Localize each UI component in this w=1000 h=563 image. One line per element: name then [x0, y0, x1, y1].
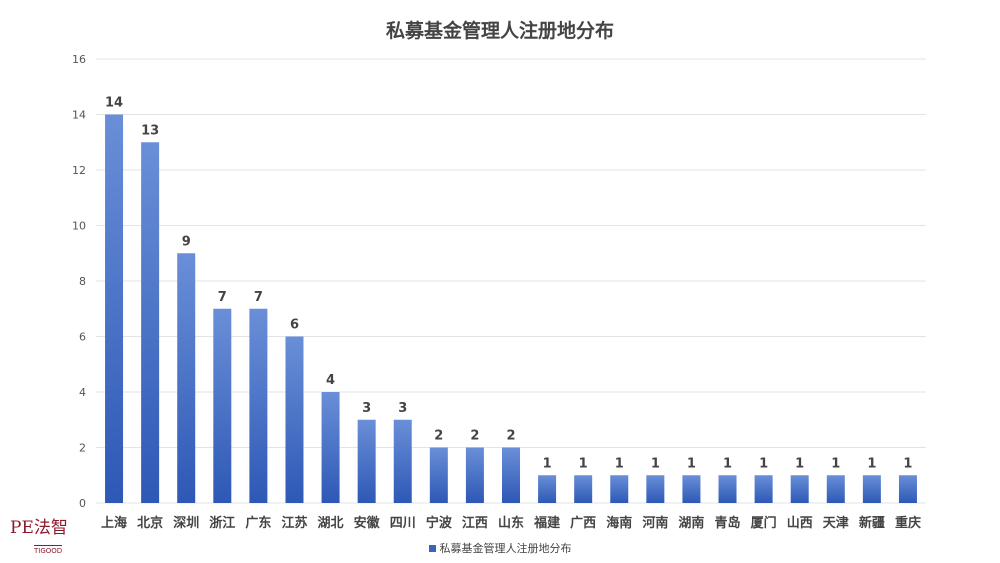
legend-swatch	[428, 545, 436, 552]
data-label: 13	[141, 123, 159, 138]
data-label: 3	[362, 401, 371, 416]
data-label: 1	[687, 456, 696, 471]
bar	[429, 447, 448, 503]
bar	[141, 142, 160, 503]
data-label: 1	[867, 456, 876, 471]
bar	[682, 475, 701, 503]
x-tick-label: 厦门	[751, 515, 777, 531]
legend: 私募基金管理人注册地分布	[0, 540, 1000, 556]
y-tick-label: 12	[72, 164, 86, 177]
bar	[321, 392, 340, 503]
bar	[574, 475, 593, 503]
bar	[213, 308, 232, 503]
x-tick-label: 新疆	[859, 515, 885, 531]
y-tick-label: 2	[79, 442, 86, 455]
bar	[465, 447, 484, 503]
x-tick-label: 广西	[570, 515, 596, 531]
data-label: 9	[182, 234, 191, 249]
data-label: 1	[543, 456, 552, 471]
bar	[718, 475, 737, 503]
x-tick-label: 天津	[823, 515, 849, 531]
bar	[502, 447, 520, 503]
legend-label: 私募基金管理人注册地分布	[439, 542, 572, 555]
data-label: 3	[398, 401, 407, 416]
x-tick-label: 湖北	[318, 516, 344, 531]
x-tick-label: 江西	[462, 515, 488, 531]
bar	[105, 114, 124, 503]
x-tick-label: 江苏	[281, 515, 307, 531]
data-label: 2	[506, 429, 515, 444]
y-tick-label: 0	[79, 497, 86, 510]
data-label: 14	[105, 96, 123, 111]
data-label: 7	[254, 290, 263, 305]
bar	[646, 475, 665, 503]
x-tick-label: 福建	[533, 515, 560, 531]
x-tick-label: 广东	[245, 515, 271, 531]
x-tick-label: 浙江	[209, 515, 235, 531]
logo-subtext: TIGOOD	[34, 545, 63, 555]
x-tick-label: 山西	[787, 515, 813, 531]
logo-text: PE法智	[10, 518, 68, 538]
data-label: 2	[470, 429, 479, 444]
data-label: 1	[903, 456, 912, 471]
x-tick-label: 湖南	[678, 515, 704, 531]
x-tick-label: 青岛	[715, 515, 741, 531]
data-label: 1	[579, 456, 588, 471]
x-tick-label: 山东	[498, 515, 524, 531]
data-label: 1	[615, 456, 624, 471]
bar	[898, 475, 917, 503]
x-tick-label: 重庆	[895, 515, 921, 531]
y-tick-label: 16	[72, 53, 86, 66]
data-label: 1	[795, 456, 804, 471]
y-tick-label: 10	[72, 220, 86, 233]
data-label: 2	[434, 429, 443, 444]
bar	[862, 475, 881, 503]
y-tick-label: 6	[79, 331, 86, 344]
data-label: 6	[290, 318, 299, 333]
bar	[177, 253, 196, 503]
y-tick-label: 14	[72, 109, 86, 122]
bar	[790, 475, 809, 503]
bar	[357, 419, 376, 503]
x-tick-label: 四川	[390, 516, 416, 531]
bar	[754, 475, 773, 503]
x-tick-label: 安徽	[354, 515, 381, 531]
x-tick-label: 河南	[642, 515, 668, 531]
y-tick-label: 4	[79, 386, 86, 399]
data-label: 1	[651, 456, 660, 471]
x-tick-label: 北京	[137, 515, 163, 531]
bar	[538, 475, 557, 503]
data-label: 4	[326, 373, 335, 388]
logo: PE法智 TIGOOD	[10, 513, 80, 557]
bar	[285, 336, 304, 503]
x-tick-label: 海南	[606, 515, 632, 531]
data-label: 1	[759, 456, 768, 471]
data-label: 7	[218, 290, 227, 305]
x-tick-label: 上海	[101, 515, 127, 531]
data-label: 1	[723, 456, 732, 471]
y-tick-label: 8	[79, 275, 86, 288]
bar	[610, 475, 629, 503]
bar	[249, 308, 268, 503]
chart-title: 私募基金管理人注册地分布	[385, 20, 614, 42]
x-tick-label: 宁波	[426, 515, 453, 531]
x-tick-label: 深圳	[173, 515, 199, 531]
data-label: 1	[831, 456, 840, 471]
bar	[393, 419, 412, 503]
bar	[826, 475, 845, 503]
